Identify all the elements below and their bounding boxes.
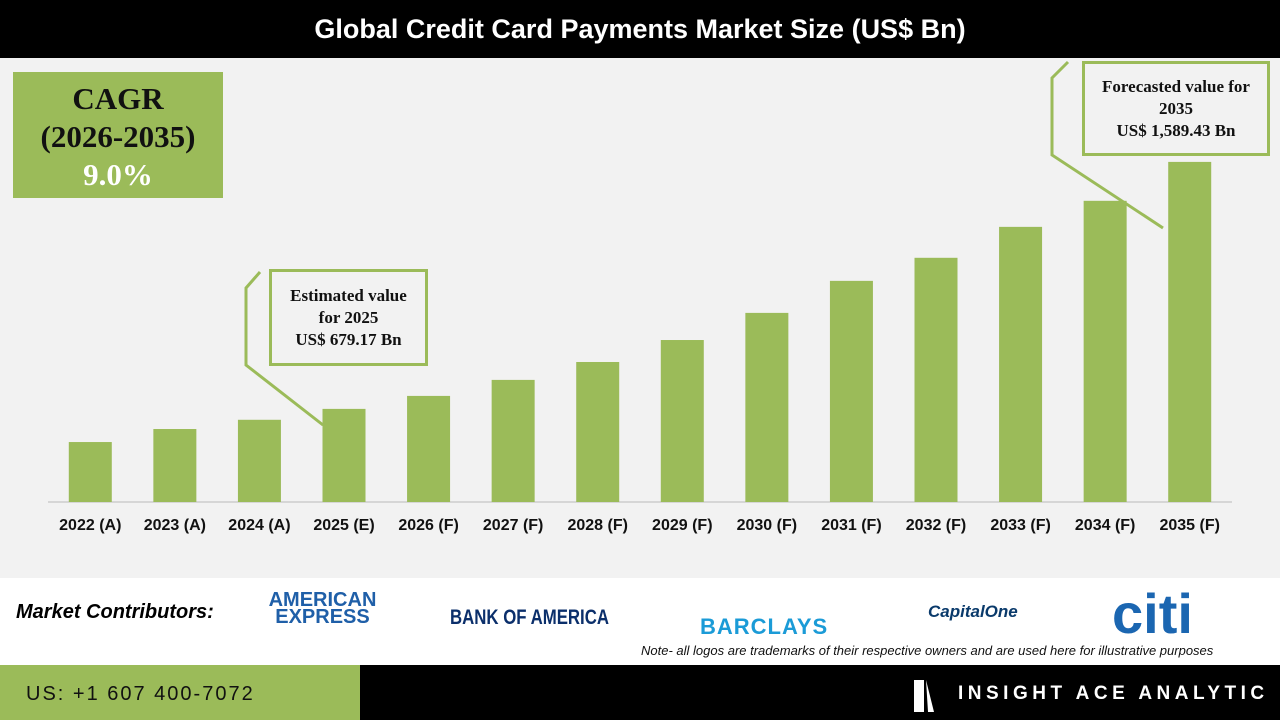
footer-panel [0,578,1280,665]
connector [244,271,324,427]
x-tick-label: 2031 (F) [821,517,881,534]
contributors-label: Market Contributors: [16,601,214,623]
brand-icon [914,680,934,712]
bar [829,280,873,502]
bar [68,442,112,502]
logo: BARCLAYS [700,614,829,639]
x-tick-label: 2033 (F) [990,517,1050,534]
cagr-box: CAGR (2026-2035) 9.0% [13,72,223,198]
chart-title: Global Credit Card Payments Market Size … [314,14,966,44]
x-tick-label: 2023 (A) [144,517,206,534]
x-tick-label: 2032 (F) [906,517,966,534]
logo: CapitalOne [928,602,1018,621]
bar [153,429,197,502]
x-tick-label: 2034 (F) [1075,517,1135,534]
bar [1083,200,1127,503]
x-tick-label: 2024 (A) [228,517,290,534]
connector [1050,60,1164,230]
bar [491,379,535,502]
x-tick-label: 2027 (F) [483,517,543,534]
contact-bar [0,665,360,720]
value-label: US$ 1,589.43 Bn [1116,120,1236,140]
x-tick-label: 2029 (F) [652,517,712,534]
bar [1168,161,1212,502]
annotation-text: Forecasted value for 2035 [1102,76,1250,118]
logo: AMERICAN EXPRESS [268,589,377,628]
value-label: US$ 679.17 Bn [295,329,402,349]
x-tick-label: 2026 (F) [398,517,458,534]
x-tick-label: 2022 (A) [59,517,121,534]
cagr-value: 9.0% [83,157,153,192]
x-tick-label: 2030 (F) [737,517,797,534]
logo: BANK OF AMERICA [450,606,609,629]
bar [914,257,958,502]
bar [660,340,704,502]
brand-bar [360,665,1280,720]
note: Note- all logos are trademarks of their … [641,643,1214,658]
bar [322,408,366,502]
bar [999,226,1043,502]
logo: citi [1112,582,1193,645]
title-bar [0,0,1280,58]
x-tick-label: 2028 (F) [567,517,627,534]
x-tick-label: 2025 (E) [313,517,374,534]
cagr-period: (2026-2035) [40,119,196,154]
contact: US: +1 607 400-7072 [26,683,255,705]
cagr-label: CAGR [72,81,164,116]
annotation: Forecasted value for 2035 US$ 1,589.43 B… [1082,61,1270,156]
bar [237,419,281,502]
annotation: Estimated value for 2025 US$ 679.17 Bn [269,269,428,366]
bar [745,312,789,502]
x-tick-label: 2035 (F) [1159,517,1219,534]
brand: INSIGHT ACE ANALYTIC [958,683,1269,704]
annotation-text: Estimated value for 2025 [290,285,407,327]
bar [407,395,451,502]
bar [576,361,620,502]
